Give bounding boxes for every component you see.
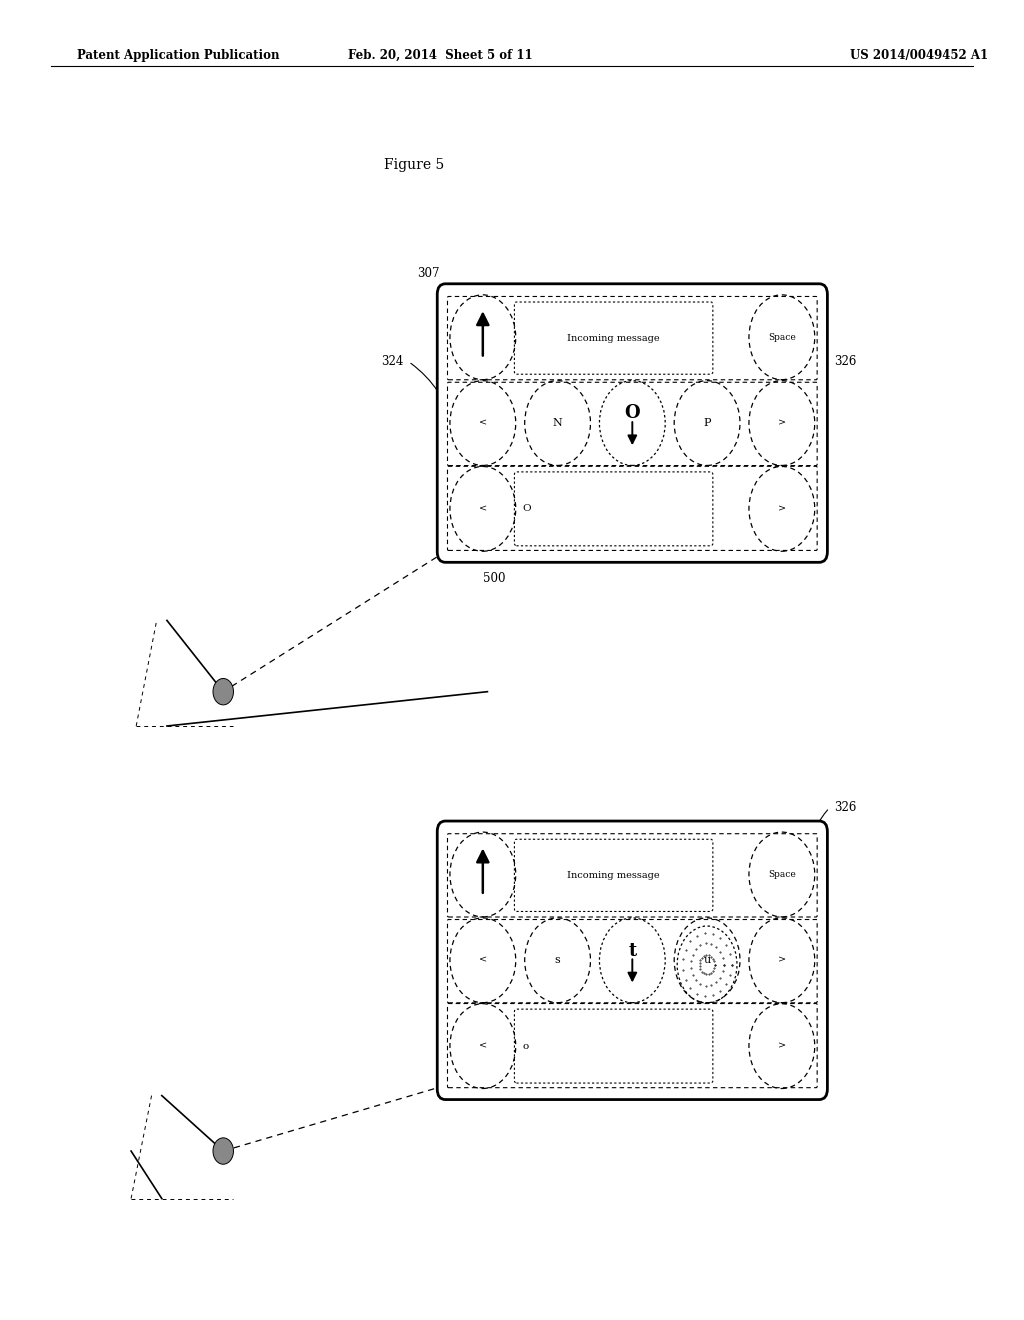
Text: >: > [778, 956, 785, 965]
Text: >: > [778, 418, 785, 428]
Text: P: P [703, 418, 711, 428]
Text: Figure 5: Figure 5 [384, 158, 444, 173]
Text: <: < [479, 1041, 486, 1051]
Text: Incoming message: Incoming message [567, 334, 659, 343]
Text: 324: 324 [381, 355, 403, 368]
Text: t: t [628, 941, 637, 960]
FancyBboxPatch shape [437, 821, 827, 1100]
Text: Patent Application Publication: Patent Application Publication [77, 49, 280, 62]
Circle shape [213, 678, 233, 705]
Text: <: < [479, 956, 486, 965]
Text: u: u [703, 956, 711, 965]
Text: N: N [553, 418, 562, 428]
Text: 500: 500 [483, 572, 506, 585]
Text: O: O [522, 504, 531, 513]
Text: o: o [522, 1041, 528, 1051]
Text: O: O [625, 404, 640, 422]
Text: <: < [479, 418, 486, 428]
Text: 326: 326 [835, 801, 857, 814]
Text: Space: Space [768, 870, 796, 879]
Text: 326: 326 [835, 355, 857, 368]
Text: Feb. 20, 2014  Sheet 5 of 11: Feb. 20, 2014 Sheet 5 of 11 [348, 49, 532, 62]
Text: US 2014/0049452 A1: US 2014/0049452 A1 [850, 49, 988, 62]
Text: >: > [778, 1041, 785, 1051]
Text: s: s [555, 956, 560, 965]
Text: Incoming message: Incoming message [567, 871, 659, 880]
Text: Space: Space [768, 333, 796, 342]
Text: >: > [778, 504, 785, 513]
Circle shape [213, 1138, 233, 1164]
Text: <: < [479, 504, 486, 513]
Text: 307: 307 [417, 267, 439, 280]
FancyBboxPatch shape [437, 284, 827, 562]
